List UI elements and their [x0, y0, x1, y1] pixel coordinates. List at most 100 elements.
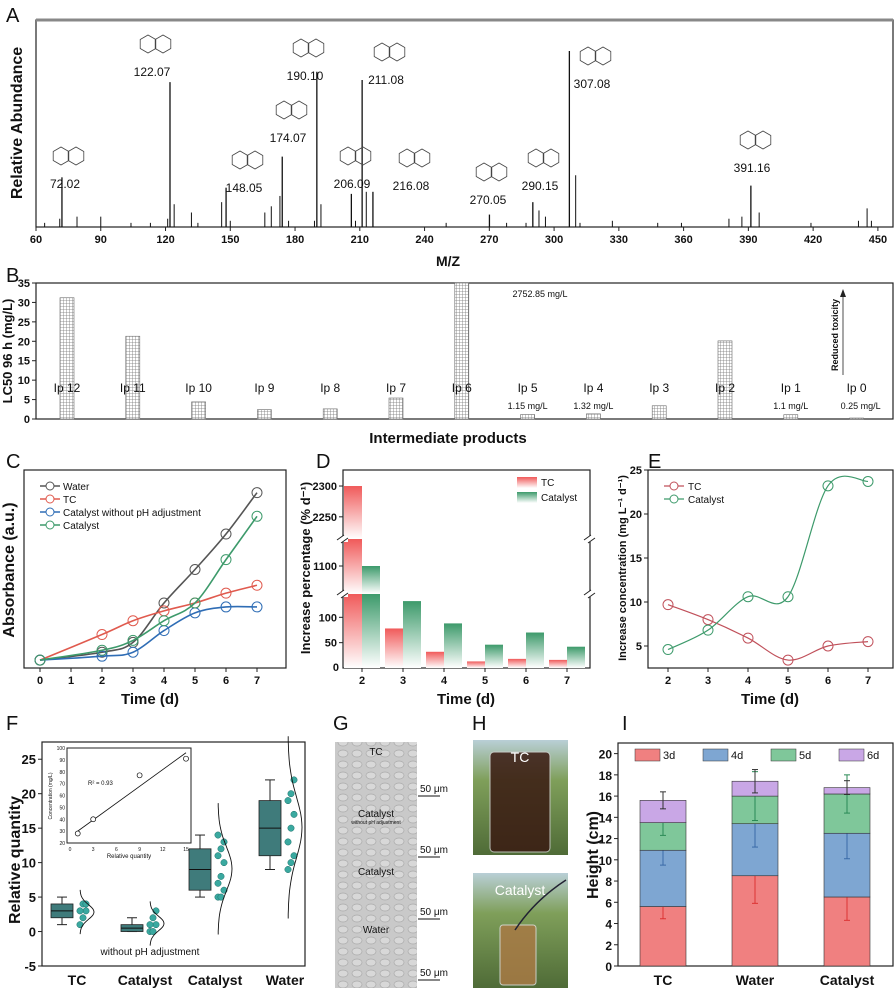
data-point	[287, 824, 295, 832]
chemical-structure-icon	[490, 162, 508, 182]
bar-ip5	[520, 414, 535, 420]
y-tick-label: 0	[333, 662, 339, 674]
x-tick-label: 3	[130, 675, 136, 687]
y-tick-label: 50	[325, 638, 337, 650]
x-axis-title: M/Z	[436, 253, 461, 269]
bar-ip8	[322, 408, 338, 420]
y-tick-label: 100	[319, 612, 337, 624]
panel-letter-C: C	[6, 451, 20, 473]
legend-swatch	[770, 748, 797, 762]
bar-ip12	[59, 297, 75, 420]
x-tick-label: 7	[254, 675, 260, 687]
x-axis-title: Intermediate products	[369, 430, 527, 447]
category-label: Ip 1	[781, 381, 801, 395]
inset-y-tick: 40	[59, 817, 65, 823]
chemical-structure-icon	[67, 146, 85, 166]
bar-tc	[344, 539, 362, 594]
y-tick-label: 12	[599, 833, 613, 847]
y-tick-label: 20	[18, 336, 30, 348]
value-annotation: 1.32 mg/L	[573, 401, 613, 411]
inset-x-tick: 15	[183, 847, 189, 853]
data-point	[251, 510, 263, 522]
y-tick-label: 0	[24, 414, 30, 426]
bar-catalyst	[526, 632, 544, 668]
chemical-structure-icon	[354, 146, 372, 166]
series-line-0	[667, 604, 869, 661]
y-tick-label: 15	[630, 553, 642, 565]
category-label: Ip 8	[320, 381, 340, 395]
y-tick-label: 0	[605, 960, 612, 974]
y-tick-label: 10	[630, 597, 642, 609]
plot-area-f	[41, 741, 306, 967]
data-point	[146, 921, 154, 929]
axis-break-icon	[583, 589, 596, 599]
y-tick-label: 2250	[313, 512, 337, 524]
data-point	[214, 831, 222, 839]
x-tick-label: 360	[674, 234, 692, 246]
data-point	[782, 591, 794, 603]
data-point	[189, 597, 201, 609]
x-tick-label: 420	[804, 234, 822, 246]
data-point	[287, 859, 295, 867]
micrograph-label: Catalyst	[358, 809, 394, 820]
beaker-icon	[489, 751, 551, 853]
y-tick-label: 25	[22, 752, 36, 767]
peak-label: 122.07	[134, 65, 171, 79]
data-point	[96, 629, 108, 641]
y-tick-label: 6	[605, 896, 612, 910]
reduced-toxicity-label: Reduced toxicity	[830, 299, 840, 371]
chemical-structure-icon	[579, 46, 597, 66]
axis-break-icon	[583, 534, 596, 544]
data-point	[127, 634, 139, 646]
r-squared-label: R² = 0.93	[88, 781, 114, 787]
y-tick-label: 20	[599, 748, 613, 762]
peak-label: 148.05	[226, 181, 263, 195]
data-point	[76, 907, 84, 915]
x-tick-label: 1	[68, 675, 74, 687]
micrograph-label: TC	[369, 747, 382, 758]
panel-letter-H: H	[472, 713, 486, 735]
plot-area-c	[23, 469, 287, 669]
legend-label: TC	[688, 482, 701, 493]
y-tick-label: 20	[630, 509, 642, 521]
normal-curve	[287, 736, 303, 919]
y-tick-label: 5	[636, 641, 642, 653]
panel-letter-A: A	[6, 5, 20, 27]
data-point	[742, 591, 754, 603]
x-tick-label: 6	[523, 675, 529, 687]
y-tick-label: 16	[599, 790, 613, 804]
bar-ip4	[586, 413, 601, 420]
y-tick-label: 0	[29, 925, 36, 940]
category-label: Catalyst	[118, 972, 173, 988]
y-tick-label: 15	[18, 356, 30, 368]
series-line-1	[39, 584, 258, 661]
inset-y-tick: 30	[59, 829, 65, 835]
category-label: Ip 7	[386, 381, 406, 395]
data-point	[217, 845, 225, 853]
inset-point	[183, 755, 189, 762]
bar-tc	[344, 486, 362, 539]
x-tick-label: 120	[156, 234, 174, 246]
category-label: Ip 3	[649, 381, 669, 395]
legend-marker	[45, 507, 55, 517]
series-line-3	[39, 515, 258, 661]
data-point	[214, 852, 222, 860]
legend-marker	[669, 481, 679, 491]
data-point	[34, 654, 46, 666]
legend-label: 6d	[867, 750, 879, 762]
legend-swatch	[517, 492, 537, 503]
data-point	[862, 475, 874, 487]
x-tick-label: 330	[610, 234, 628, 246]
category-label: Ip 0	[847, 381, 867, 395]
chemical-structure-icon	[246, 150, 264, 170]
inset-x-tick: 3	[92, 847, 95, 853]
data-point	[822, 640, 834, 652]
panel-letter-I: I	[622, 713, 628, 735]
category-label: Ip 2	[715, 381, 735, 395]
inset-y-tick: 80	[59, 770, 65, 776]
data-point	[251, 579, 263, 591]
y-tick-label: 20	[22, 787, 36, 802]
micrograph-image	[335, 742, 417, 988]
legend-label: 5d	[799, 750, 811, 762]
y-tick-label: 5	[24, 395, 30, 407]
